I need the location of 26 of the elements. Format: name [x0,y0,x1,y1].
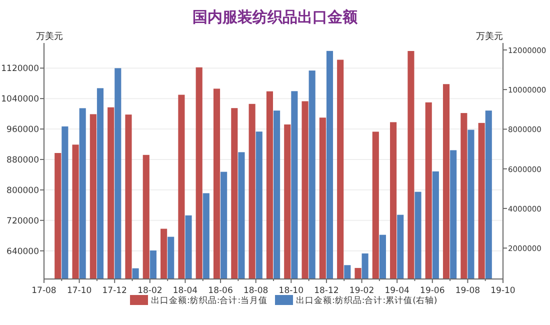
x-tick-label: 19-02 [349,286,374,296]
x-tick-label: 19-08 [455,286,480,296]
y-tick-label: 640000 [6,246,39,257]
x-tick-label: 17-08 [32,286,56,296]
x-tick-label: 17-12 [102,286,127,296]
x-tick-label: 18-10 [278,286,304,296]
y-tick-label: 720000 [6,216,39,226]
x-tick-label: 19-04 [384,286,410,296]
y2-axis-title: 万美元 [476,31,503,42]
x-tick-label: 18-08 [243,286,268,296]
y-tick-label: 800000 [6,186,39,196]
x-tick-label: 18-04 [172,286,198,296]
y-tick-label: 880000 [6,155,39,166]
x-tick-label: 18-02 [138,286,162,296]
chart-title: 国内服装纺织品出口金额 [192,8,358,26]
legend-label: 出口金额:纺织品:合计:当月值 [151,295,268,306]
y-tick-label: 960000 [6,125,39,136]
x-tick-label: 19-06 [420,286,445,296]
x-tick-label: 18-06 [208,286,233,296]
x-tick-label: 18-12 [314,286,339,296]
legend-label: 出口金额:纺织品:合计:累计值(右轴) [296,295,438,306]
y-tick-label: 1040000 [1,94,39,105]
y-axis-title: 万美元 [36,31,63,42]
y-tick-label: 1120000 [1,64,39,74]
x-tick-label: 19-10 [490,286,516,296]
x-tick-label: 17-10 [66,286,92,296]
